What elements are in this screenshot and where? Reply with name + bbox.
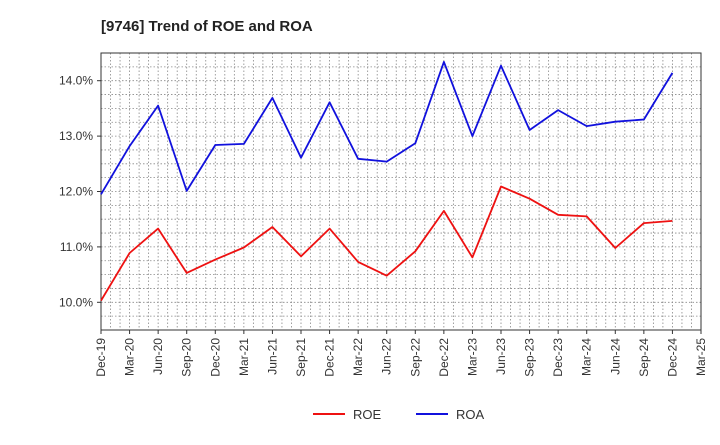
- y-tick-label: 13.0%: [59, 129, 93, 143]
- grid-layer: [101, 53, 701, 330]
- axis-layer: 10.0% 11.0% 12.0% 13.0% 14.0% Dec-19 Mar-20 Jun…: [59, 52, 708, 377]
- y-tick-label: 12.0%: [59, 185, 93, 199]
- x-tick-label: Mar-20: [123, 338, 137, 376]
- x-tick-label: Dec-24: [665, 338, 679, 377]
- x-tick-label: Jun-24: [608, 338, 622, 375]
- x-tick-label: Mar-25: [694, 338, 708, 376]
- x-tick-label: Dec-23: [551, 338, 565, 377]
- series-line-roa: [100, 61, 674, 195]
- legend-label-roe: ROE: [353, 407, 382, 422]
- y-tick-label: 10.0%: [59, 295, 93, 309]
- series-layer: [100, 61, 674, 302]
- x-tick-label: Dec-19: [94, 338, 108, 377]
- x-tick-label: Dec-22: [437, 338, 451, 377]
- x-tick-label: Dec-20: [208, 338, 222, 377]
- legend-label-roa: ROA: [456, 407, 485, 422]
- x-tick-label: Dec-21: [323, 338, 337, 377]
- y-tick-label: 14.0%: [59, 74, 93, 88]
- series-line-roe: [100, 185, 673, 302]
- x-tick-label: Jun-21: [265, 338, 279, 375]
- chart-title: [9746] Trend of ROE and ROA: [101, 18, 313, 35]
- x-tick-label: Sep-21: [294, 338, 308, 377]
- x-tick-label: Jun-22: [380, 338, 394, 375]
- x-tick-label: Jun-23: [494, 338, 508, 375]
- y-tick-label: 11.0%: [60, 240, 93, 254]
- x-tick-label: Sep-22: [408, 338, 422, 377]
- plot-frame: [100, 52, 702, 331]
- x-tick-label: Mar-21: [237, 338, 251, 376]
- x-tick-label: Sep-24: [637, 338, 651, 377]
- x-tick-label: Mar-22: [351, 338, 365, 376]
- legend: ROE ROA: [313, 407, 485, 422]
- x-tick-label: Mar-23: [465, 338, 479, 376]
- x-tick-label: Jun-20: [151, 338, 165, 375]
- x-tick-label: Sep-20: [180, 338, 194, 377]
- x-tick-label: Sep-23: [523, 338, 537, 377]
- x-tick-label: Mar-24: [580, 338, 594, 376]
